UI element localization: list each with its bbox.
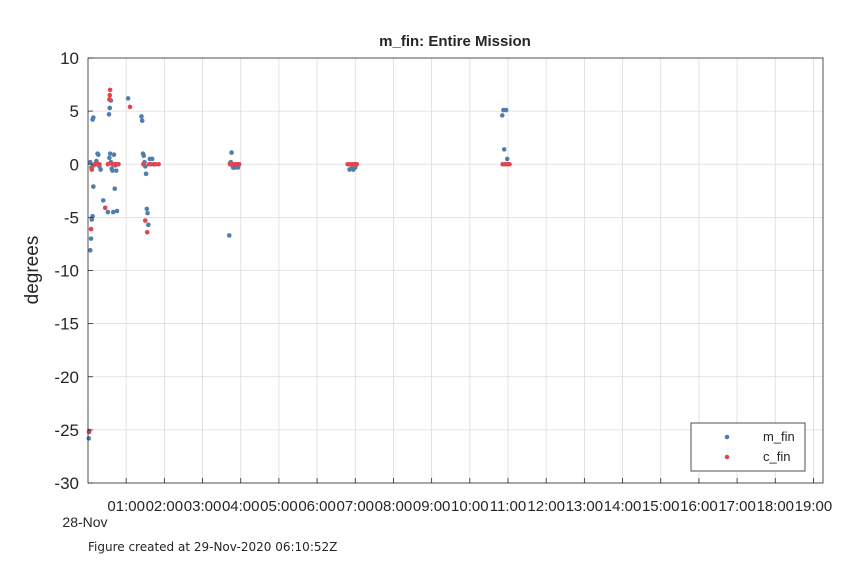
x-tick-label: 10:00 bbox=[451, 498, 489, 515]
data-point-m-fin bbox=[96, 152, 101, 157]
data-point-m-fin bbox=[105, 209, 111, 215]
data-point-m-fin bbox=[499, 113, 505, 118]
data-point-m-fin bbox=[91, 115, 96, 120]
data-point-m-fin bbox=[226, 233, 232, 238]
x-tick-label: 16:00 bbox=[680, 498, 718, 515]
data-point-c-fin bbox=[142, 218, 148, 223]
data-points bbox=[86, 87, 512, 441]
data-point-c-fin bbox=[107, 92, 113, 98]
data-point-m-fin bbox=[143, 171, 149, 177]
data-point-m-fin bbox=[106, 112, 112, 117]
legend: m_fin c_fin bbox=[690, 422, 806, 472]
data-point-m-fin bbox=[503, 107, 509, 113]
x-tick-label: 12:00 bbox=[527, 498, 565, 515]
data-point-m-fin bbox=[107, 155, 112, 161]
y-tick-label: -30 bbox=[54, 474, 79, 493]
y-tick-label: 10 bbox=[60, 49, 79, 68]
data-point-m-fin bbox=[114, 208, 120, 214]
y-axis-label: degrees bbox=[22, 236, 43, 305]
data-point-m-fin bbox=[139, 114, 144, 119]
data-point-m-fin bbox=[149, 156, 155, 162]
x-tick-label: 18:00 bbox=[756, 498, 794, 515]
data-point-m-fin bbox=[87, 159, 93, 165]
x-tick-label: 06:00 bbox=[298, 498, 336, 515]
y-tick-label: 5 bbox=[70, 102, 79, 121]
x-tick-label: 05:00 bbox=[260, 498, 298, 515]
data-point-m-fin bbox=[144, 206, 150, 212]
data-point-c-fin bbox=[89, 167, 95, 172]
data-point-c-fin bbox=[102, 205, 108, 211]
data-point-c-fin bbox=[116, 161, 121, 167]
y-tick-label: -15 bbox=[54, 315, 79, 334]
x-tick-label: 17:00 bbox=[718, 498, 756, 515]
data-point-m-fin bbox=[90, 214, 95, 219]
data-point-c-fin bbox=[97, 161, 102, 167]
data-point-c-fin bbox=[107, 97, 112, 102]
y-tick-label: -25 bbox=[54, 421, 79, 440]
date-label: 28-Nov bbox=[62, 514, 107, 530]
x-tick-label: 04:00 bbox=[222, 498, 260, 515]
data-point-m-fin bbox=[139, 118, 145, 123]
legend-box bbox=[690, 422, 806, 472]
data-point-m-fin bbox=[107, 151, 113, 156]
data-point-c-fin bbox=[152, 161, 158, 167]
legend-label-m-fin: m_fin bbox=[763, 429, 795, 444]
legend-label-c-fin: c_fin bbox=[763, 449, 790, 464]
x-tick-labels: 01:00 02:00 03:00 04:00 05:00 06:00 07:00 08:00… bbox=[107, 498, 832, 515]
figure-caption: Figure created at 29-Nov-2020 06:10:52Z bbox=[88, 540, 338, 554]
legend-marker-m-fin bbox=[724, 434, 730, 440]
data-point-c-fin bbox=[144, 229, 150, 235]
data-point-c-fin bbox=[354, 161, 360, 167]
data-point-c-fin bbox=[236, 161, 242, 167]
y-tick-label: 0 bbox=[70, 155, 79, 174]
data-point-m-fin bbox=[501, 147, 507, 152]
data-point-m-fin bbox=[87, 248, 93, 253]
x-tick-label: 11:00 bbox=[490, 498, 526, 515]
data-point-m-fin bbox=[107, 105, 113, 111]
data-point-m-fin bbox=[112, 186, 118, 191]
data-point-c-fin bbox=[86, 429, 92, 435]
data-point-c-fin bbox=[141, 161, 146, 167]
y-tick-label: -5 bbox=[64, 208, 79, 227]
data-point-m-fin bbox=[86, 436, 92, 441]
legend-marker-c-fin bbox=[724, 454, 730, 460]
axis-ticks bbox=[88, 57, 814, 484]
y-tick-label: -20 bbox=[54, 368, 79, 387]
y-tick-labels: 10 5 0 -5 -10 -15 -20 -25 -30 bbox=[54, 49, 79, 493]
chart-title: m_fin: Entire Mission bbox=[379, 33, 531, 50]
data-point-c-fin bbox=[127, 104, 133, 110]
data-point-m-fin bbox=[141, 153, 147, 159]
data-point-c-fin bbox=[507, 161, 512, 167]
data-point-m-fin bbox=[110, 168, 115, 173]
data-point-m-fin bbox=[100, 198, 106, 203]
x-tick-label: 09:00 bbox=[413, 498, 451, 515]
x-tick-label: 19:00 bbox=[795, 498, 833, 515]
data-point-c-fin bbox=[107, 87, 113, 93]
data-point-m-fin bbox=[504, 156, 510, 162]
data-point-m-fin bbox=[111, 152, 117, 157]
x-tick-label: 08:00 bbox=[375, 498, 413, 515]
data-point-m-fin bbox=[113, 168, 119, 173]
grid-lines bbox=[88, 58, 823, 483]
x-tick-label: 01:00 bbox=[107, 498, 145, 515]
data-point-m-fin bbox=[110, 209, 116, 215]
data-point-c-fin bbox=[88, 226, 94, 232]
data-point-m-fin bbox=[91, 184, 96, 189]
data-point-m-fin bbox=[125, 96, 131, 101]
data-point-m-fin bbox=[98, 167, 103, 172]
x-tick-label: 15:00 bbox=[642, 498, 680, 515]
x-tick-label: 13:00 bbox=[566, 498, 604, 515]
y-tick-label: -10 bbox=[54, 262, 79, 281]
data-point-m-fin bbox=[146, 222, 151, 228]
data-point-m-fin bbox=[145, 210, 150, 216]
data-point-c-fin bbox=[156, 161, 161, 167]
x-tick-label: 07:00 bbox=[336, 498, 374, 515]
data-point-m-fin bbox=[88, 236, 94, 241]
data-point-c-fin bbox=[148, 161, 154, 167]
data-point-m-fin bbox=[229, 150, 234, 155]
x-tick-label: 14:00 bbox=[604, 498, 642, 515]
x-tick-label: 02:00 bbox=[146, 498, 184, 515]
x-tick-label: 03:00 bbox=[184, 498, 222, 515]
